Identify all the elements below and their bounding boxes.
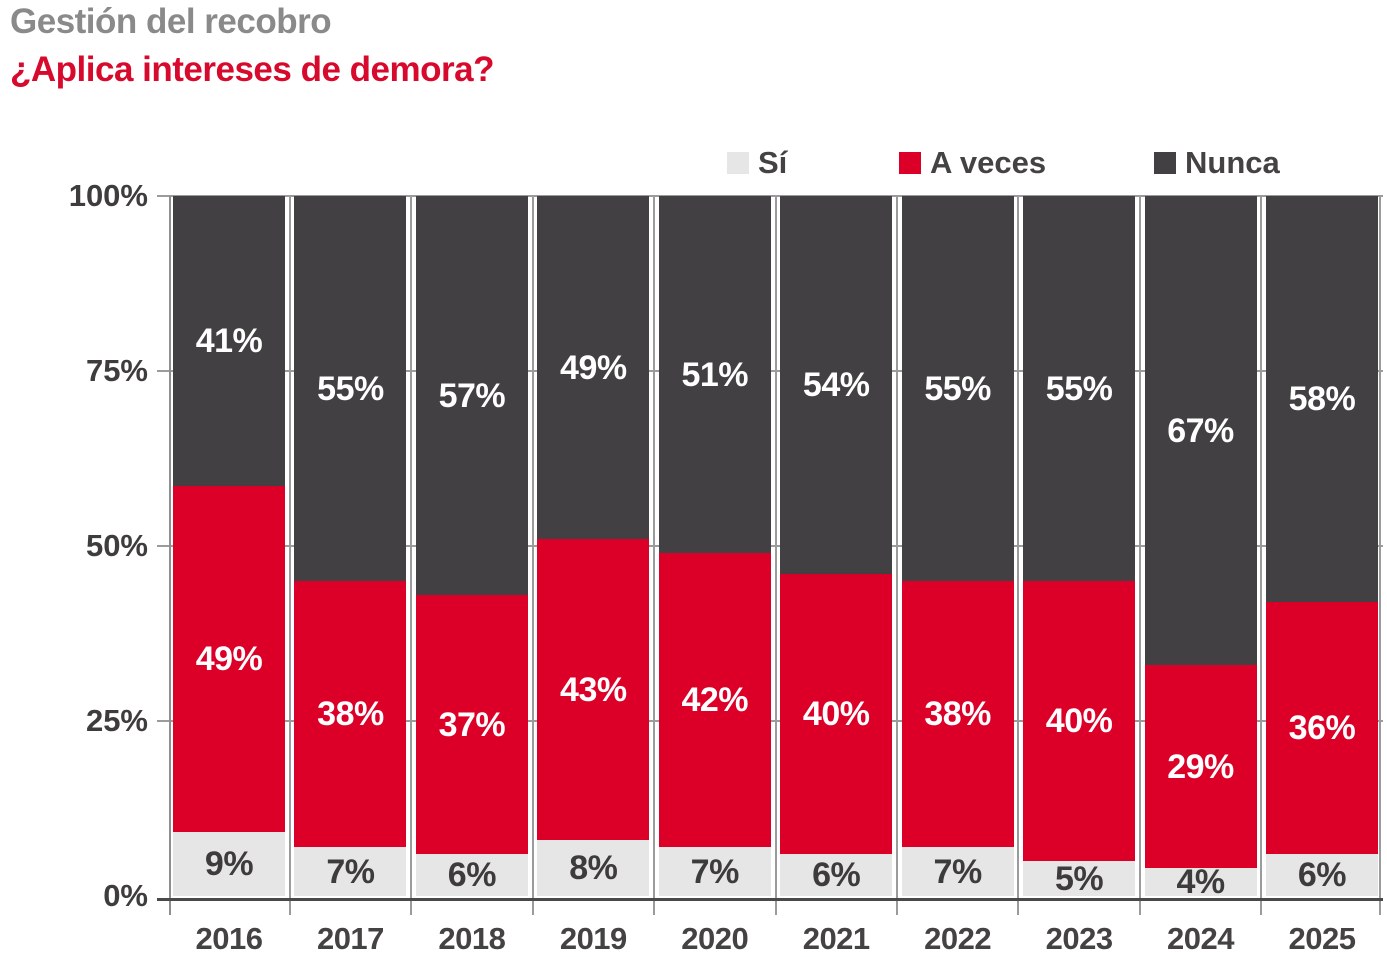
segment-value-label: 38% xyxy=(924,695,991,733)
segment-value-label: 7% xyxy=(933,852,983,891)
legend-label: Sí xyxy=(758,145,788,180)
segment-value-label: 29% xyxy=(1167,747,1234,786)
segment-value-label: 67% xyxy=(1167,411,1234,450)
x-category-label: 2022 xyxy=(924,921,992,956)
segment-a_veces: 40% xyxy=(1023,581,1136,861)
segment-value-label: 37% xyxy=(438,705,506,744)
segment-nunca: 41% xyxy=(173,196,285,486)
segment-a_veces: 43% xyxy=(537,539,650,840)
v-gridline xyxy=(895,196,898,915)
x-category-label: 2018 xyxy=(438,921,506,956)
segment-value-label: 8% xyxy=(569,849,618,887)
segment-si: 7% xyxy=(294,847,407,896)
x-category-label: 2024 xyxy=(1167,921,1234,956)
y-axis-line xyxy=(169,196,171,915)
segment-value-label: 6% xyxy=(447,856,497,894)
segment-value-label: 41% xyxy=(195,321,263,360)
x-axis-line xyxy=(157,898,1383,901)
segment-value-label: 54% xyxy=(802,366,870,404)
segment-si: 6% xyxy=(780,854,893,896)
segment-value-label: 49% xyxy=(560,348,627,387)
segment-si: 6% xyxy=(415,854,528,896)
legend-swatch-si xyxy=(727,151,749,174)
y-tick-label: 100% xyxy=(68,178,148,213)
x-category-label: 2025 xyxy=(1288,921,1356,956)
segment-value-label: 55% xyxy=(1045,369,1113,408)
chart-title: Gestión del recobro xyxy=(10,2,332,41)
x-category-label: 2020 xyxy=(681,921,749,956)
segment-si: 7% xyxy=(658,847,771,896)
segment-a_veces: 38% xyxy=(901,581,1014,847)
segment-value-label: 36% xyxy=(1288,709,1356,747)
v-gridline xyxy=(774,196,777,915)
segment-a_veces: 29% xyxy=(1144,665,1257,868)
segment-value-label: 6% xyxy=(1297,856,1347,894)
v-gridline xyxy=(531,196,534,915)
legend-item-si: Sí xyxy=(727,147,787,178)
x-category-label: 2017 xyxy=(316,921,384,956)
segment-value-label: 49% xyxy=(195,640,263,679)
segment-value-label: 9% xyxy=(204,845,254,884)
segment-a_veces: 40% xyxy=(780,574,893,854)
legend-item-a-veces: A veces xyxy=(899,147,1046,178)
v-gridline xyxy=(1138,196,1141,915)
segment-nunca: 51% xyxy=(658,196,771,553)
x-category-label: 2019 xyxy=(559,921,627,956)
segment-value-label: 4% xyxy=(1176,863,1225,901)
legend-swatch-nunca xyxy=(1154,151,1176,174)
legend-swatch-a-veces xyxy=(899,151,921,174)
x-category-label: 2021 xyxy=(802,921,870,956)
y-tick-label: 50% xyxy=(85,528,148,563)
y-tick-label: 0% xyxy=(103,878,148,913)
segment-value-label: 42% xyxy=(681,681,749,719)
segment-value-label: 57% xyxy=(438,376,506,415)
segment-nunca: 58% xyxy=(1265,196,1378,602)
v-gridline xyxy=(653,196,656,915)
legend-item-nunca: Nunca xyxy=(1154,147,1280,178)
segment-value-label: 7% xyxy=(326,852,375,891)
legend-label: A veces xyxy=(930,145,1047,180)
segment-si: 5% xyxy=(1023,859,1136,898)
chart-subtitle: ¿Aplica intereses de demora? xyxy=(10,50,494,89)
segment-value-label: 7% xyxy=(690,852,740,891)
segment-a_veces: 42% xyxy=(658,553,771,847)
segment-a_veces: 37% xyxy=(415,595,528,854)
segment-a_veces: 49% xyxy=(173,485,285,833)
segment-value-label: 6% xyxy=(812,856,861,894)
x-category-label: 2016 xyxy=(195,921,263,956)
segment-value-label: 43% xyxy=(560,670,627,709)
segment-value-label: 40% xyxy=(1045,702,1113,740)
v-gridline xyxy=(410,196,413,915)
segment-nunca: 54% xyxy=(780,196,893,574)
x-category-label: 2023 xyxy=(1045,921,1113,956)
legend-label: Nunca xyxy=(1185,145,1280,180)
segment-si: 7% xyxy=(901,847,1014,896)
segment-a_veces: 38% xyxy=(294,581,407,847)
segment-nunca: 67% xyxy=(1144,196,1257,665)
segment-si: 4% xyxy=(1144,863,1257,901)
segment-si: 8% xyxy=(537,840,650,896)
segment-value-label: 5% xyxy=(1055,859,1104,898)
segment-nunca: 55% xyxy=(901,196,1014,581)
segment-a_veces: 36% xyxy=(1265,602,1378,854)
segment-nunca: 55% xyxy=(294,196,407,581)
v-gridline xyxy=(1017,196,1020,915)
segment-value-label: 55% xyxy=(924,369,991,408)
v-gridline xyxy=(1260,196,1263,915)
segment-nunca: 49% xyxy=(537,196,650,539)
segment-value-label: 40% xyxy=(802,695,870,733)
segment-nunca: 55% xyxy=(1023,196,1136,581)
segment-si: 9% xyxy=(173,832,285,896)
y-tick-label: 75% xyxy=(85,353,148,388)
v-gridline xyxy=(288,196,291,915)
segment-value-label: 58% xyxy=(1288,380,1356,418)
y-tick-label: 25% xyxy=(85,703,148,738)
segment-value-label: 38% xyxy=(317,695,384,733)
v-gridline-right xyxy=(1378,196,1381,915)
segment-value-label: 51% xyxy=(681,355,749,394)
segment-value-label: 55% xyxy=(317,369,384,408)
segment-si: 6% xyxy=(1265,854,1378,896)
segment-nunca: 57% xyxy=(415,196,528,595)
